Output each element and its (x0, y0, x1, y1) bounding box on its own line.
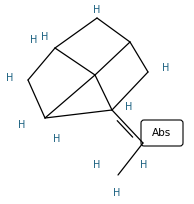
Text: H: H (162, 63, 169, 73)
Text: H: H (6, 73, 13, 83)
Text: H: H (18, 120, 25, 130)
Text: H: H (41, 32, 49, 42)
Text: H: H (53, 134, 61, 144)
Text: H: H (93, 5, 101, 15)
Text: H: H (125, 102, 132, 112)
FancyBboxPatch shape (141, 120, 183, 146)
Text: Abs: Abs (152, 128, 172, 138)
Text: H: H (113, 188, 121, 198)
Text: H: H (30, 35, 37, 45)
Text: H: H (93, 160, 100, 170)
Text: H: H (140, 160, 147, 170)
